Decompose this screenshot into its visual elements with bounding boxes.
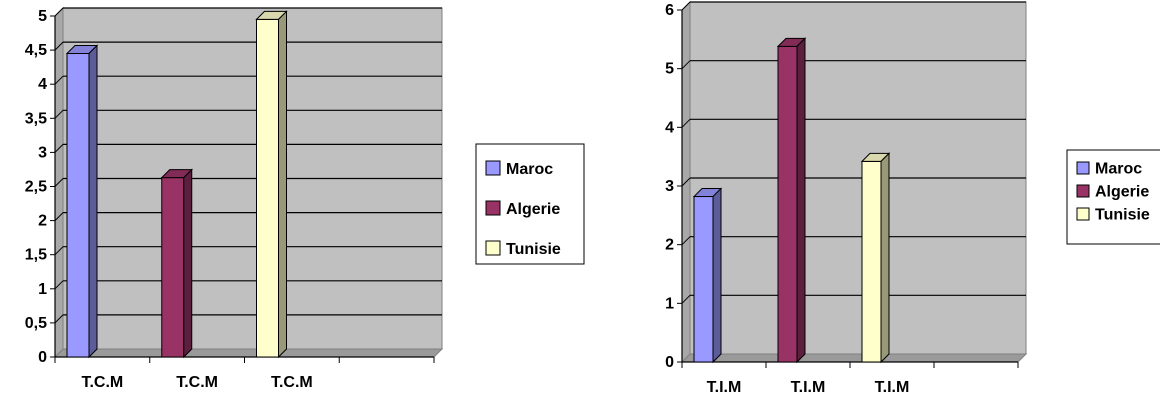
y-tick-label: 1: [38, 281, 47, 298]
y-tick-label: 1: [665, 295, 674, 312]
legend-label-algerie: Algerie: [1095, 183, 1149, 200]
bar-maroc: [66, 53, 90, 358]
plot-floor: [53, 348, 444, 358]
legend-swatch-tunisie: [485, 240, 501, 256]
legend-swatch-maroc: [485, 160, 501, 176]
gridline-side: [681, 118, 691, 128]
bar-side-tunisie: [278, 10, 287, 359]
legend-label-algerie: Algerie: [506, 201, 560, 218]
y-tick-label: 0: [38, 349, 47, 366]
y-tick-label: 2: [665, 237, 674, 254]
bar-side-tunisie: [880, 152, 890, 364]
y-tick-label: 0: [665, 354, 674, 371]
gridline-side: [54, 109, 64, 119]
legend-swatch-tunisie: [1076, 207, 1090, 221]
gridline-side: [681, 236, 691, 246]
y-tick-label: 3,5: [25, 110, 47, 127]
gridline-side: [681, 60, 691, 70]
bar-side-algerie: [183, 168, 193, 359]
legend-label-tunisie: Tunisie: [1095, 206, 1150, 223]
y-tick-label: 2,5: [25, 179, 47, 196]
legend-swatch-maroc: [1076, 161, 1090, 175]
x-tick-label: T.C.M: [176, 374, 218, 391]
legend-swatch-algerie: [1076, 184, 1090, 198]
legend-swatch-algerie: [485, 200, 501, 216]
bar-tunisie: [256, 18, 279, 358]
gridline-side: [54, 75, 64, 85]
x-tick-label: T.I.M: [875, 379, 910, 396]
gridline-side: [681, 294, 691, 304]
gridline-side: [54, 314, 64, 324]
bar-maroc: [693, 196, 714, 363]
gridline-side: [54, 41, 64, 51]
gridline-side: [681, 1, 691, 11]
x-tick-label: T.I.M: [707, 379, 742, 396]
bar-side-maroc: [712, 187, 722, 364]
gridline-side: [681, 177, 691, 187]
gridline-side: [54, 144, 64, 153]
gridline-side: [54, 212, 64, 221]
bar-algerie: [161, 177, 185, 358]
y-tick-label: 2: [38, 213, 47, 230]
y-tick-label: 3: [38, 144, 47, 161]
x-tick-label: T.I.M: [791, 379, 826, 396]
y-tick-label: 4: [38, 76, 47, 93]
y-tick-label: 5: [665, 61, 674, 78]
x-tick-label: T.C.M: [271, 374, 313, 391]
chart-2: 0 1 2 3 4 5 6 T.I.M T.I.M T.I.M Maroc Algerie Tunisi…: [665, 0, 1160, 396]
bar-side-maroc: [88, 44, 98, 359]
y-tick-label: 3: [665, 178, 674, 195]
bar-algerie: [777, 45, 798, 363]
y-tick-label: 5: [38, 8, 47, 25]
chart-1: 0 0,5 1 1,5 2 2,5 3 3,5 4 4,5 5 T.C.M T.C.M T.C.M Maro…: [25, 6, 585, 391]
legend-label-maroc: Maroc: [1095, 160, 1142, 177]
gridline-side: [54, 7, 64, 17]
y-tick-label: 6: [665, 2, 674, 19]
y-tick-label: 1,5: [25, 247, 47, 264]
gridline-side: [54, 280, 64, 290]
bar-side-algerie: [796, 37, 806, 364]
y-tick-label: 4,5: [25, 42, 47, 59]
legend-label-tunisie: Tunisie: [506, 241, 561, 258]
bar-tunisie: [861, 160, 882, 363]
gridline-side: [54, 246, 64, 256]
legend-label-maroc: Maroc: [506, 161, 553, 178]
gridline-side: [54, 178, 64, 187]
x-tick-label: T.C.M: [81, 374, 123, 391]
y-tick-label: 4: [665, 119, 674, 136]
y-tick-label: 0,5: [25, 315, 47, 332]
plot-floor: [680, 353, 1028, 363]
